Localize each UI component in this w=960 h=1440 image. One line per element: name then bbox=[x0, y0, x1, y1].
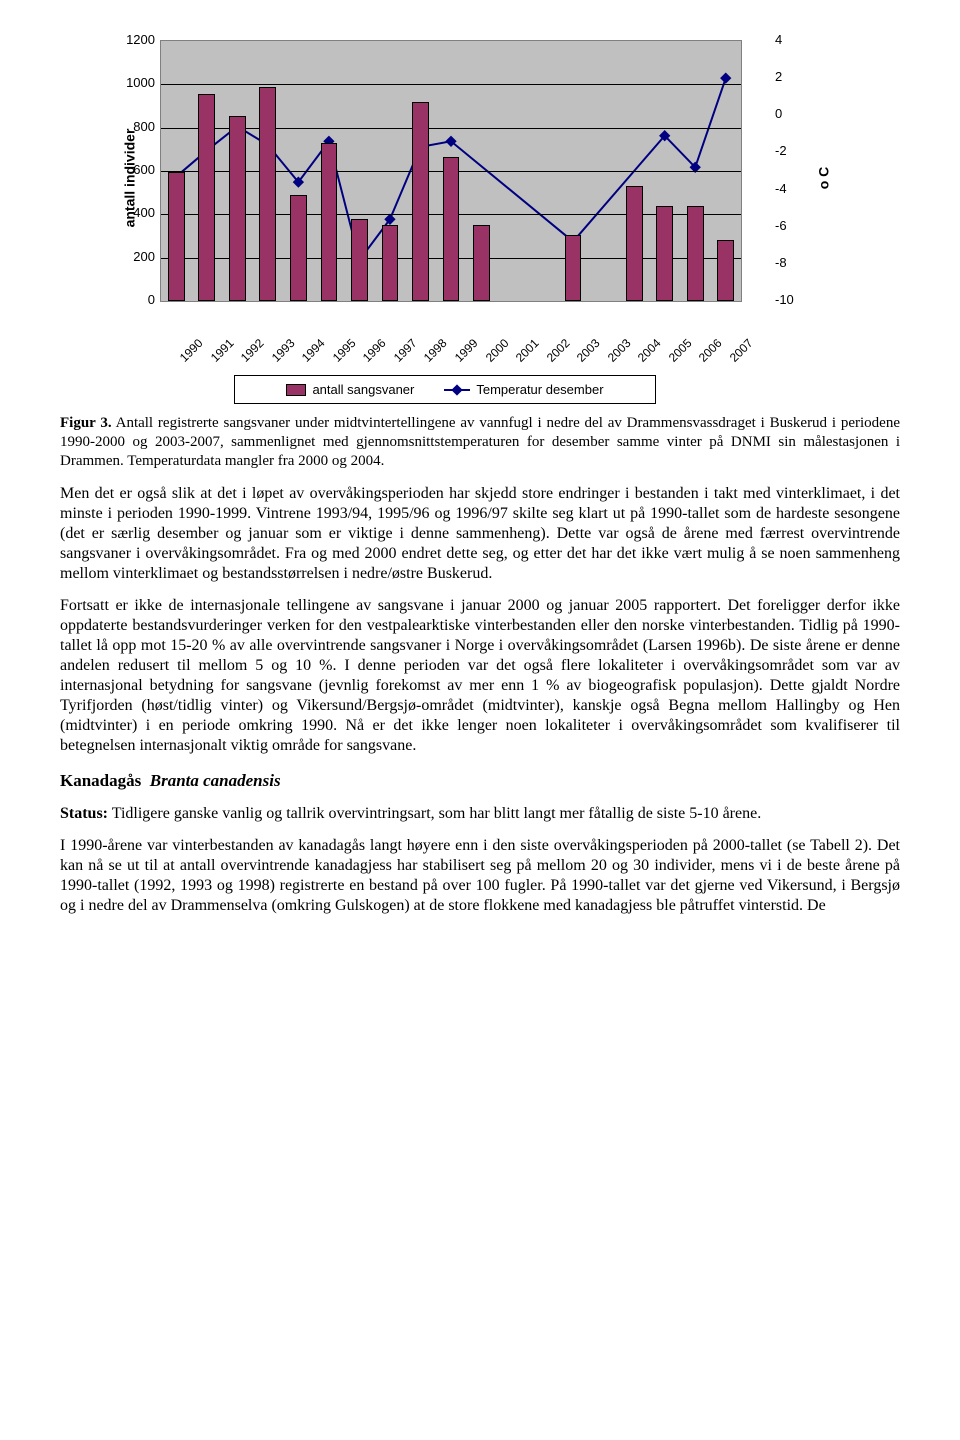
paragraph-1: Men det er også slik at det i løpet av o… bbox=[60, 484, 900, 584]
figure-label: Figur 3. bbox=[60, 415, 112, 431]
legend-bar-swatch bbox=[286, 384, 306, 396]
legend-bars: antall sangsvaner bbox=[286, 382, 414, 397]
x-axis-labels: 1990199119921993199419951996199719981999… bbox=[160, 330, 740, 365]
figure-caption: Figur 3. Antall registrerte sangsvaner u… bbox=[60, 414, 900, 470]
paragraph-2: Fortsatt er ikke de internasjonale telli… bbox=[60, 596, 900, 756]
species-common-name: Kanadagås bbox=[60, 771, 141, 790]
legend-line-swatch bbox=[444, 389, 470, 391]
legend-line: Temperatur desember bbox=[444, 382, 603, 397]
status-label: Status: bbox=[60, 805, 108, 822]
figure-caption-text: Antall registrerte sangsvaner under midt… bbox=[60, 415, 900, 469]
chart-container: antall individer o C 0200400600800100012… bbox=[110, 30, 780, 404]
species-latin-name: Branta canadensis bbox=[150, 771, 281, 790]
status-text: Tidligere ganske vanlig og tallrik overv… bbox=[112, 805, 761, 822]
plot-region bbox=[160, 40, 742, 302]
chart-legend: antall sangsvaner Temperatur desember bbox=[234, 375, 656, 404]
paragraph-3: I 1990-årene var vinterbestanden av kana… bbox=[60, 836, 900, 916]
status-line: Status: Tidligere ganske vanlig og tallr… bbox=[60, 804, 900, 824]
y-axis-right-title: o C bbox=[816, 167, 832, 190]
legend-bar-label: antall sangsvaner bbox=[312, 382, 414, 397]
legend-line-label: Temperatur desember bbox=[476, 382, 603, 397]
chart-plot-area: antall individer o C 0200400600800100012… bbox=[110, 30, 780, 330]
species-heading: Kanadagås Branta canadensis bbox=[60, 770, 900, 791]
